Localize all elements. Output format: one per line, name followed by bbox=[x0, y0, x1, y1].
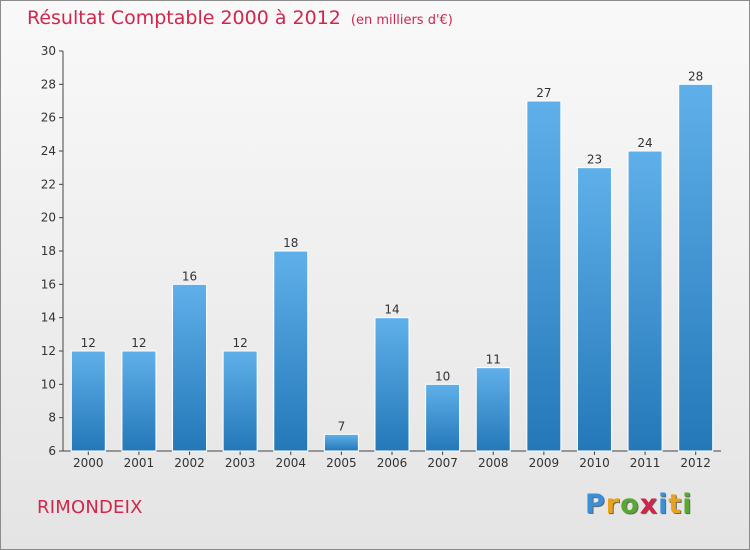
x-tick-label: 2003 bbox=[225, 456, 256, 470]
y-tick-label: 22 bbox=[41, 177, 56, 191]
bar-2011 bbox=[627, 150, 663, 452]
bar-2001 bbox=[121, 350, 157, 452]
x-tick-label: 2005 bbox=[326, 456, 357, 470]
data-label-2009: 27 bbox=[536, 86, 551, 100]
data-label-2004: 18 bbox=[283, 236, 298, 250]
x-tick-label: 2000 bbox=[73, 456, 104, 470]
y-tick-label: 8 bbox=[48, 411, 56, 425]
commune-name: RIMONDEIX bbox=[37, 497, 143, 518]
logo-letter: i bbox=[658, 489, 669, 520]
data-label-2010: 23 bbox=[587, 153, 602, 167]
y-tick-label: 20 bbox=[41, 211, 56, 225]
x-tick-label: 2007 bbox=[427, 456, 458, 470]
data-label-2008: 11 bbox=[486, 353, 501, 367]
x-tick-label: 2008 bbox=[478, 456, 509, 470]
x-tick-label: 2009 bbox=[529, 456, 560, 470]
chart-title-text: Résultat Comptable 2000 à 2012 bbox=[27, 7, 341, 29]
x-tick-label: 2011 bbox=[630, 456, 661, 470]
x-tick-label: 2004 bbox=[275, 456, 306, 470]
y-tick-label: 28 bbox=[41, 77, 56, 91]
proxiti-logo[interactable]: Proxiti bbox=[585, 489, 693, 520]
bar-2012 bbox=[678, 83, 714, 452]
value-labels: 12 12 16 12 18 7 14 10 11 27 23 24 28 bbox=[81, 69, 704, 433]
y-tick-label: 16 bbox=[41, 277, 56, 291]
y-axis: 6 8 10 12 14 16 18 20 22 24 26 28 30 bbox=[41, 44, 64, 458]
data-label-2002: 16 bbox=[182, 269, 197, 283]
data-label-2000: 12 bbox=[81, 336, 96, 350]
data-label-2005: 7 bbox=[338, 419, 346, 433]
chart-subtitle: (en milliers d'€) bbox=[350, 13, 453, 28]
x-tick-label: 2002 bbox=[174, 456, 205, 470]
data-label-2011: 24 bbox=[637, 136, 652, 150]
bar-2000 bbox=[70, 350, 106, 452]
data-label-2001: 12 bbox=[131, 336, 146, 350]
data-label-2012: 28 bbox=[688, 69, 703, 83]
logo-letter: o bbox=[620, 489, 640, 520]
y-tick-label: 18 bbox=[41, 244, 56, 258]
x-axis: 2000 2001 2002 2003 2004 2005 2006 2007 2008 2009… bbox=[63, 450, 721, 470]
logo-letter: r bbox=[605, 489, 621, 520]
bar-2007 bbox=[425, 383, 461, 452]
logo-letter: i bbox=[682, 489, 693, 520]
chart-title: Résultat Comptable 2000 à 2012 (en millie… bbox=[27, 7, 453, 29]
bar-2002 bbox=[172, 283, 208, 452]
y-tick-label: 14 bbox=[41, 311, 56, 325]
y-tick-label: 10 bbox=[41, 377, 56, 391]
bar-2010 bbox=[576, 167, 612, 452]
bar-2006 bbox=[374, 317, 410, 452]
y-tick-label: 6 bbox=[48, 444, 56, 458]
bar-2003 bbox=[222, 350, 258, 452]
bars bbox=[70, 83, 714, 452]
y-tick-label: 12 bbox=[41, 344, 56, 358]
data-label-2006: 14 bbox=[384, 303, 399, 317]
x-tick-label: 2012 bbox=[680, 456, 711, 470]
y-tick-label: 26 bbox=[41, 111, 56, 125]
logo-letter: P bbox=[585, 489, 606, 520]
x-tick-label: 2010 bbox=[579, 456, 610, 470]
y-tick-label: 24 bbox=[41, 144, 56, 158]
x-tick-label: 2006 bbox=[377, 456, 408, 470]
y-tick-label: 30 bbox=[41, 44, 56, 58]
data-label-2003: 12 bbox=[233, 336, 248, 350]
logo-letter: t bbox=[668, 489, 683, 520]
bar-2004 bbox=[273, 250, 309, 452]
bar-2005 bbox=[323, 433, 359, 452]
logo-letter: x bbox=[639, 489, 659, 520]
bar-2009 bbox=[526, 100, 562, 452]
x-tick-label: 2001 bbox=[124, 456, 155, 470]
bar-2008 bbox=[475, 367, 511, 452]
data-label-2007: 10 bbox=[435, 369, 450, 383]
